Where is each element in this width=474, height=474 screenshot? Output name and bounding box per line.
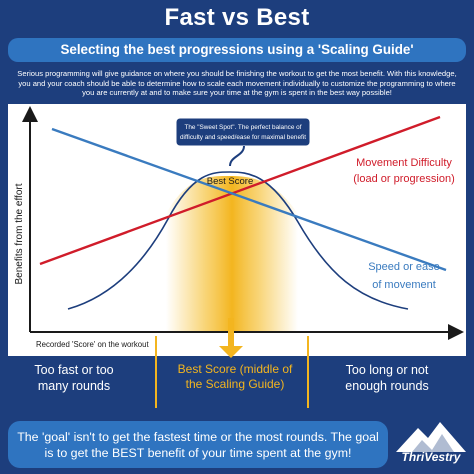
mountain-icon (396, 422, 466, 452)
speed-label-2: of movement (372, 279, 436, 291)
speed-line (51, 127, 447, 272)
logo-wordmark: ThriVestry (401, 450, 461, 464)
too-long-label: Too long or not enough rounds (345, 363, 429, 393)
benefit-bell-curve (67, 171, 409, 310)
sweet-spot-callout-line2: difficulty and speed/ease for maximal be… (180, 134, 306, 141)
too-fast-label: Too fast or too many rounds (34, 363, 114, 393)
x-axis-label: Recorded 'Score' on the workout (36, 340, 149, 349)
goal-banner: The 'goal' isn't to get the fastest time… (8, 421, 388, 468)
callout-pointer (229, 145, 245, 167)
y-axis-label: Benefits from the effort (14, 183, 25, 284)
scaling-diagram: Benefits from the effort Recorded 'Score… (14, 106, 464, 349)
speed-label-1: Speed or ease (368, 261, 440, 273)
best-score-label: Best Score (middle of the Scaling Guide) (177, 362, 293, 391)
sweet-spot-area (166, 175, 298, 332)
page-title: Fast vs Best (164, 4, 310, 31)
movement-difficulty-line (39, 115, 441, 266)
goal-text: The 'goal' isn't to get the fastest time… (17, 429, 379, 460)
sweet-spot-callout-box (175, 117, 311, 147)
movement-difficulty-label-2: (load or progression) (353, 173, 455, 185)
sweet-spot-callout-line1: The "Sweet Spot". The perfect balance of (184, 124, 301, 131)
intro-text: Serious programming will give guidance o… (17, 69, 457, 98)
movement-difficulty-label-1: Movement Difficulty (356, 157, 452, 169)
subtitle-banner: Selecting the best progressions using a … (8, 38, 466, 62)
best-score-chart-label: Best Score (207, 176, 253, 187)
logo: ThriVestry (392, 420, 470, 470)
diagram-panel: Benefits from the effort Recorded 'Score… (8, 104, 466, 356)
